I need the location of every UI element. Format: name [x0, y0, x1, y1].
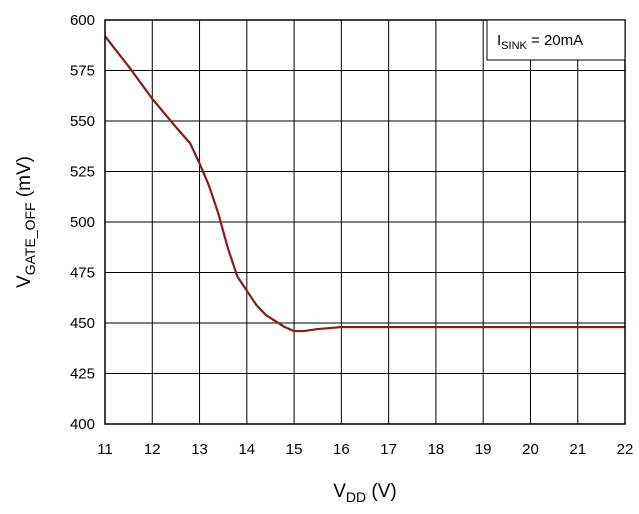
y-tick-label: 575 — [70, 63, 95, 80]
tick-labels: 11 12 13 14 15 16 17 18 19 20 21 22 400 425 450 475 500 5… — [70, 12, 633, 458]
y-tick-label: 500 — [70, 214, 95, 231]
series-layer — [104, 35, 625, 333]
x-axis-label-sub: DD — [346, 489, 366, 505]
annotation-text: ISINK = 20mA — [497, 32, 583, 52]
y-tick-label: 525 — [70, 164, 95, 181]
x-tick-label: 15 — [286, 441, 303, 458]
x-tick-label: 12 — [144, 441, 161, 458]
y-tick-label: 425 — [70, 366, 95, 383]
x-tick-label: 14 — [238, 441, 255, 458]
x-axis-label-main: V — [333, 481, 346, 502]
annotation-main: I — [497, 32, 501, 49]
x-tick-label: 21 — [569, 441, 586, 458]
annotation-sub: SINK — [501, 40, 527, 52]
x-tick-label: 16 — [333, 441, 350, 458]
y-axis-label-sub: GATE_OFF — [22, 202, 38, 275]
y-axis-label-main: V — [14, 275, 35, 288]
x-tick-label: 11 — [97, 441, 113, 458]
annotation-frame — [486, 19, 626, 61]
y-tick-label: 400 — [70, 416, 95, 433]
x-axis-label-unit: (V) — [366, 481, 397, 502]
annotation-box: ISINK = 20mA — [486, 19, 626, 61]
annotation-rest: = 20mA — [527, 32, 583, 49]
series-line — [104, 35, 625, 333]
y-tick-label: 550 — [70, 113, 95, 130]
y-tick-label: 475 — [70, 265, 95, 282]
x-tick-label: 18 — [428, 441, 445, 458]
grid — [104, 19, 626, 425]
x-tick-label: 19 — [475, 441, 492, 458]
y-tick-label: 600 — [70, 12, 95, 29]
plot-frame — [104, 19, 626, 425]
y-axis-label-unit: (mV) — [14, 156, 35, 202]
x-tick-label: 20 — [522, 441, 539, 458]
x-tick-label: 17 — [380, 441, 397, 458]
x-tick-label: 13 — [191, 441, 208, 458]
x-axis-label: VDD (V) — [333, 481, 397, 505]
x-tick-label: 22 — [617, 441, 634, 458]
y-tick-label: 450 — [70, 315, 95, 332]
y-axis-label: VGATE_OFF (mV) — [14, 156, 38, 288]
